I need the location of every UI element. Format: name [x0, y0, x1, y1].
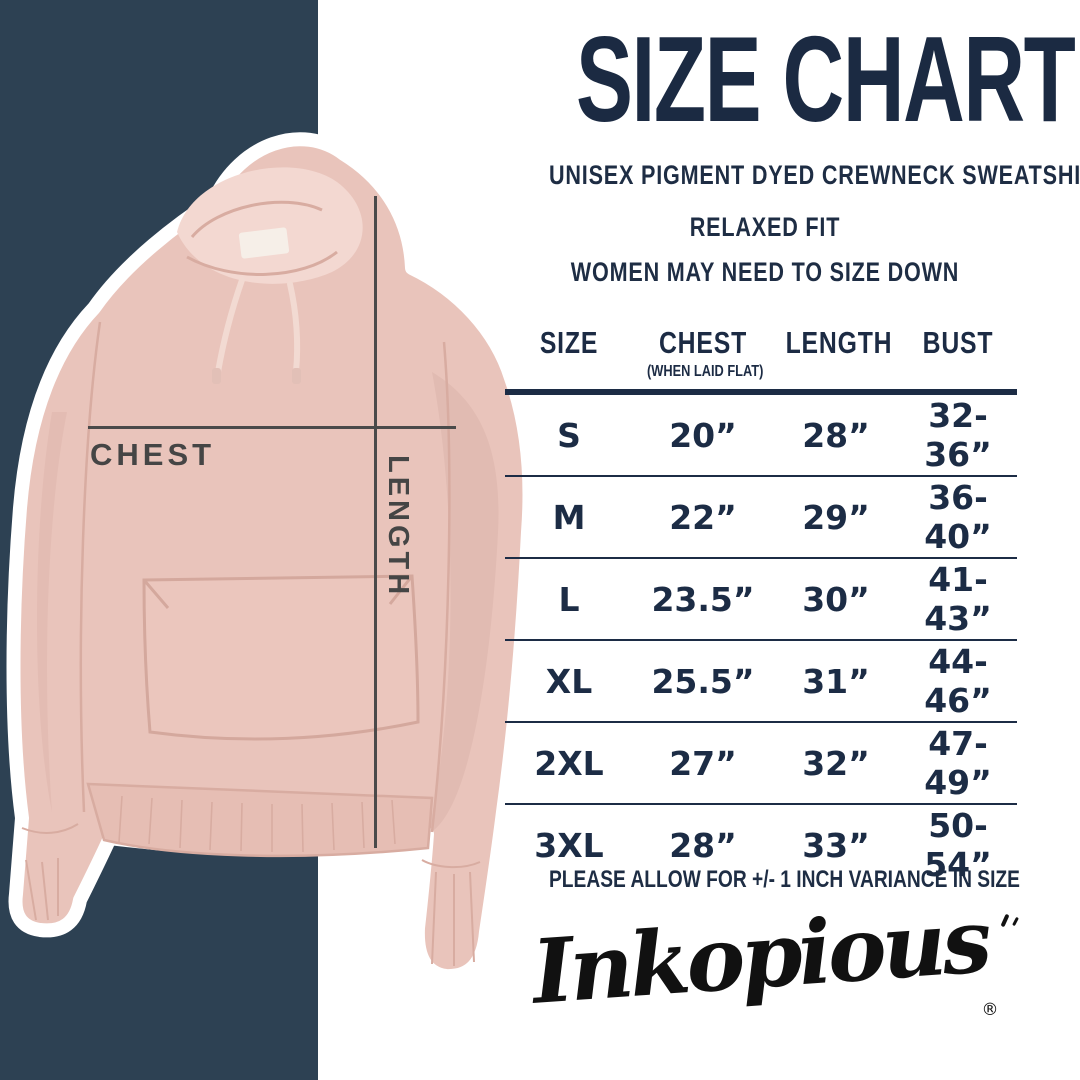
- drawstring-right: [287, 281, 301, 375]
- brand-logo: Inkopious®: [495, 888, 1035, 1024]
- brand-wordmark: Inkopious: [528, 888, 991, 1024]
- column-header-length: LENGTH: [785, 325, 893, 360]
- hood-fold-seam: [190, 200, 323, 238]
- cell-size: XL: [545, 661, 593, 701]
- hoodie-shading: [428, 372, 499, 834]
- length-measure-label: LENGTH: [382, 455, 414, 599]
- cell-chest: 28”: [669, 825, 737, 865]
- info-panel: SIZE CHART UNISEX PIGMENT DYED CREWNECK …: [495, 0, 1080, 1080]
- subtitle-product: UNISEX PIGMENT DYED CREWNECK SWEATSHIRT: [549, 160, 1080, 190]
- chest-measure-label: CHEST: [90, 437, 216, 472]
- cell-size: L: [558, 579, 580, 619]
- table-row-m: M 22” 29” 36-40”: [505, 477, 1017, 559]
- length-measure-line: [374, 196, 377, 848]
- table-row-3xl: 3XL 28” 33” 50-54”: [505, 805, 1017, 885]
- cell-length: 30”: [802, 579, 870, 619]
- subtitle-fit: RELAXED FIT: [689, 212, 841, 242]
- cell-bust: 50-54”: [924, 806, 992, 884]
- cell-size: 3XL: [534, 825, 604, 865]
- table-row-s: S 20” 28” 32-36”: [505, 395, 1017, 477]
- hem-band: [86, 782, 434, 858]
- hood-collar-seam: [186, 250, 338, 276]
- column-header-size: SIZE: [539, 325, 599, 360]
- hoodie-silhouette: [6, 132, 537, 984]
- cell-bust: 44-46”: [924, 642, 992, 720]
- hood-inner-lining: [177, 167, 363, 284]
- size-table: SIZE CHEST (WHEN LAID FLAT) LENGTH BUST …: [505, 325, 1017, 885]
- cell-length: 33”: [802, 825, 870, 865]
- subtitle-sizing-advice: WOMEN MAY NEED TO SIZE DOWN: [570, 257, 960, 287]
- cuff-rib-lines: [21, 823, 481, 966]
- cell-length: 28”: [802, 415, 870, 455]
- column-header-chest: CHEST (WHEN LAID FLAT): [647, 325, 764, 380]
- drawstring-aglet-right: [292, 368, 301, 384]
- cell-bust: 41-43”: [924, 560, 992, 638]
- pocket-corner-stitches: [142, 575, 414, 609]
- drawstring-aglet-left: [212, 368, 221, 384]
- hoodie-shading-left: [37, 412, 67, 812]
- kangaroo-pocket: [142, 574, 420, 741]
- size-table-header: SIZE CHEST (WHEN LAID FLAT) LENGTH BUST: [505, 325, 1017, 395]
- sleeve-seam-left: [79, 321, 102, 813]
- cell-chest: 25.5”: [651, 661, 755, 701]
- cell-size: 2XL: [534, 743, 604, 783]
- table-row-l: L 23.5” 30” 41-43”: [505, 559, 1017, 641]
- cell-length: 31”: [802, 661, 870, 701]
- chest-sub-note: (WHEN LAID FLAT): [647, 363, 764, 380]
- cell-size: M: [552, 497, 586, 537]
- hem-rib-lines: [118, 795, 396, 853]
- cell-length: 29”: [802, 497, 870, 537]
- cell-bust: 47-49”: [924, 724, 992, 802]
- cell-length: 32”: [802, 743, 870, 783]
- table-row-2xl: 2XL 27” 32” 47-49”: [505, 723, 1017, 805]
- table-row-xl: XL 25.5” 31” 44-46”: [505, 641, 1017, 723]
- neck-label: [238, 227, 290, 259]
- hoodie-product-image: [6, 132, 537, 984]
- registered-trademark-symbol: ®: [981, 1000, 999, 1020]
- cell-chest: 27”: [669, 743, 737, 783]
- cell-bust: 32-36”: [924, 396, 992, 474]
- cell-chest: 23.5”: [651, 579, 755, 619]
- sleeve-seam-right: [430, 341, 451, 833]
- chest-measure-line: [88, 426, 456, 429]
- variance-note: PLEASE ALLOW FOR +/- 1 INCH VARIANCE IN …: [549, 866, 1020, 893]
- cell-chest: 20”: [669, 415, 737, 455]
- drawstring-left: [215, 277, 245, 375]
- column-header-bust: BUST: [922, 325, 994, 360]
- cell-chest: 22”: [669, 497, 737, 537]
- ink-splash-icon: [999, 908, 1025, 934]
- page-title: SIZE CHART: [576, 11, 1076, 147]
- cell-bust: 36-40”: [924, 478, 992, 556]
- cell-size: S: [557, 415, 581, 455]
